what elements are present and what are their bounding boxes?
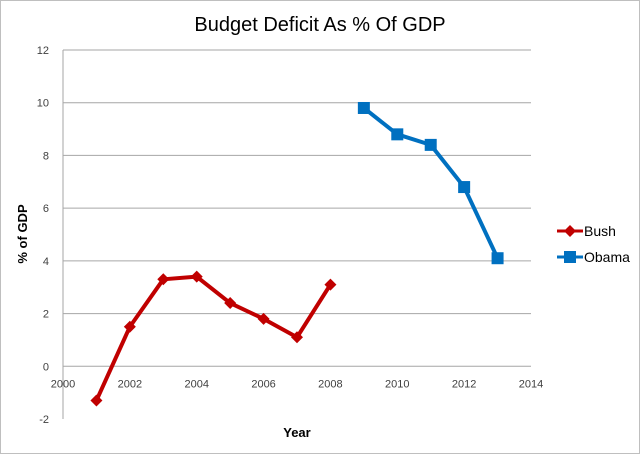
y-axis-label: % of GDP: [15, 204, 30, 264]
x-tick-label: 2000: [51, 378, 75, 390]
series-line-obama: [362, 106, 500, 260]
data-point-bush: [324, 278, 337, 291]
chart-title: Budget Deficit As % Of GDP: [194, 14, 445, 36]
x-tick-label: 2002: [118, 378, 142, 390]
data-point-bush: [224, 297, 237, 310]
data-point-bush: [157, 273, 170, 286]
y-tick-label: 12: [37, 45, 49, 57]
y-tick-label: 0: [43, 361, 49, 373]
data-point-obama: [391, 128, 404, 141]
legend-label-obama: Obama: [584, 249, 630, 265]
data-point-obama: [424, 138, 437, 151]
data-point-obama: [491, 252, 504, 265]
data-point-bush: [123, 320, 136, 333]
legend-label-bush: Bush: [584, 223, 616, 239]
x-tick-label: 2010: [385, 378, 409, 390]
y-tick-label: 8: [43, 150, 49, 162]
series-line-bush: [94, 274, 333, 402]
data-point-obama: [357, 101, 370, 114]
y-tick-label: 2: [43, 309, 49, 321]
x-tick-label: 2004: [184, 378, 208, 390]
y-tick-label: 4: [43, 256, 49, 268]
y-tick-label: -2: [39, 414, 49, 426]
data-point-bush: [291, 331, 303, 344]
data-point-obama: [458, 181, 471, 194]
x-tick-label: 2008: [318, 378, 342, 390]
legend-marker-obama: [564, 251, 576, 263]
y-tick-label: 6: [43, 203, 49, 215]
y-tick-label: 10: [37, 98, 49, 110]
x-tick-label: 2012: [452, 378, 476, 390]
x-tick-label: 2006: [251, 378, 275, 390]
x-axis-label: Year: [283, 425, 310, 440]
x-tick-label: 2014: [519, 378, 543, 390]
data-point-bush: [190, 270, 203, 283]
legend-marker-bush: [564, 225, 576, 237]
data-point-bush: [90, 394, 103, 407]
data-point-bush: [257, 312, 270, 325]
